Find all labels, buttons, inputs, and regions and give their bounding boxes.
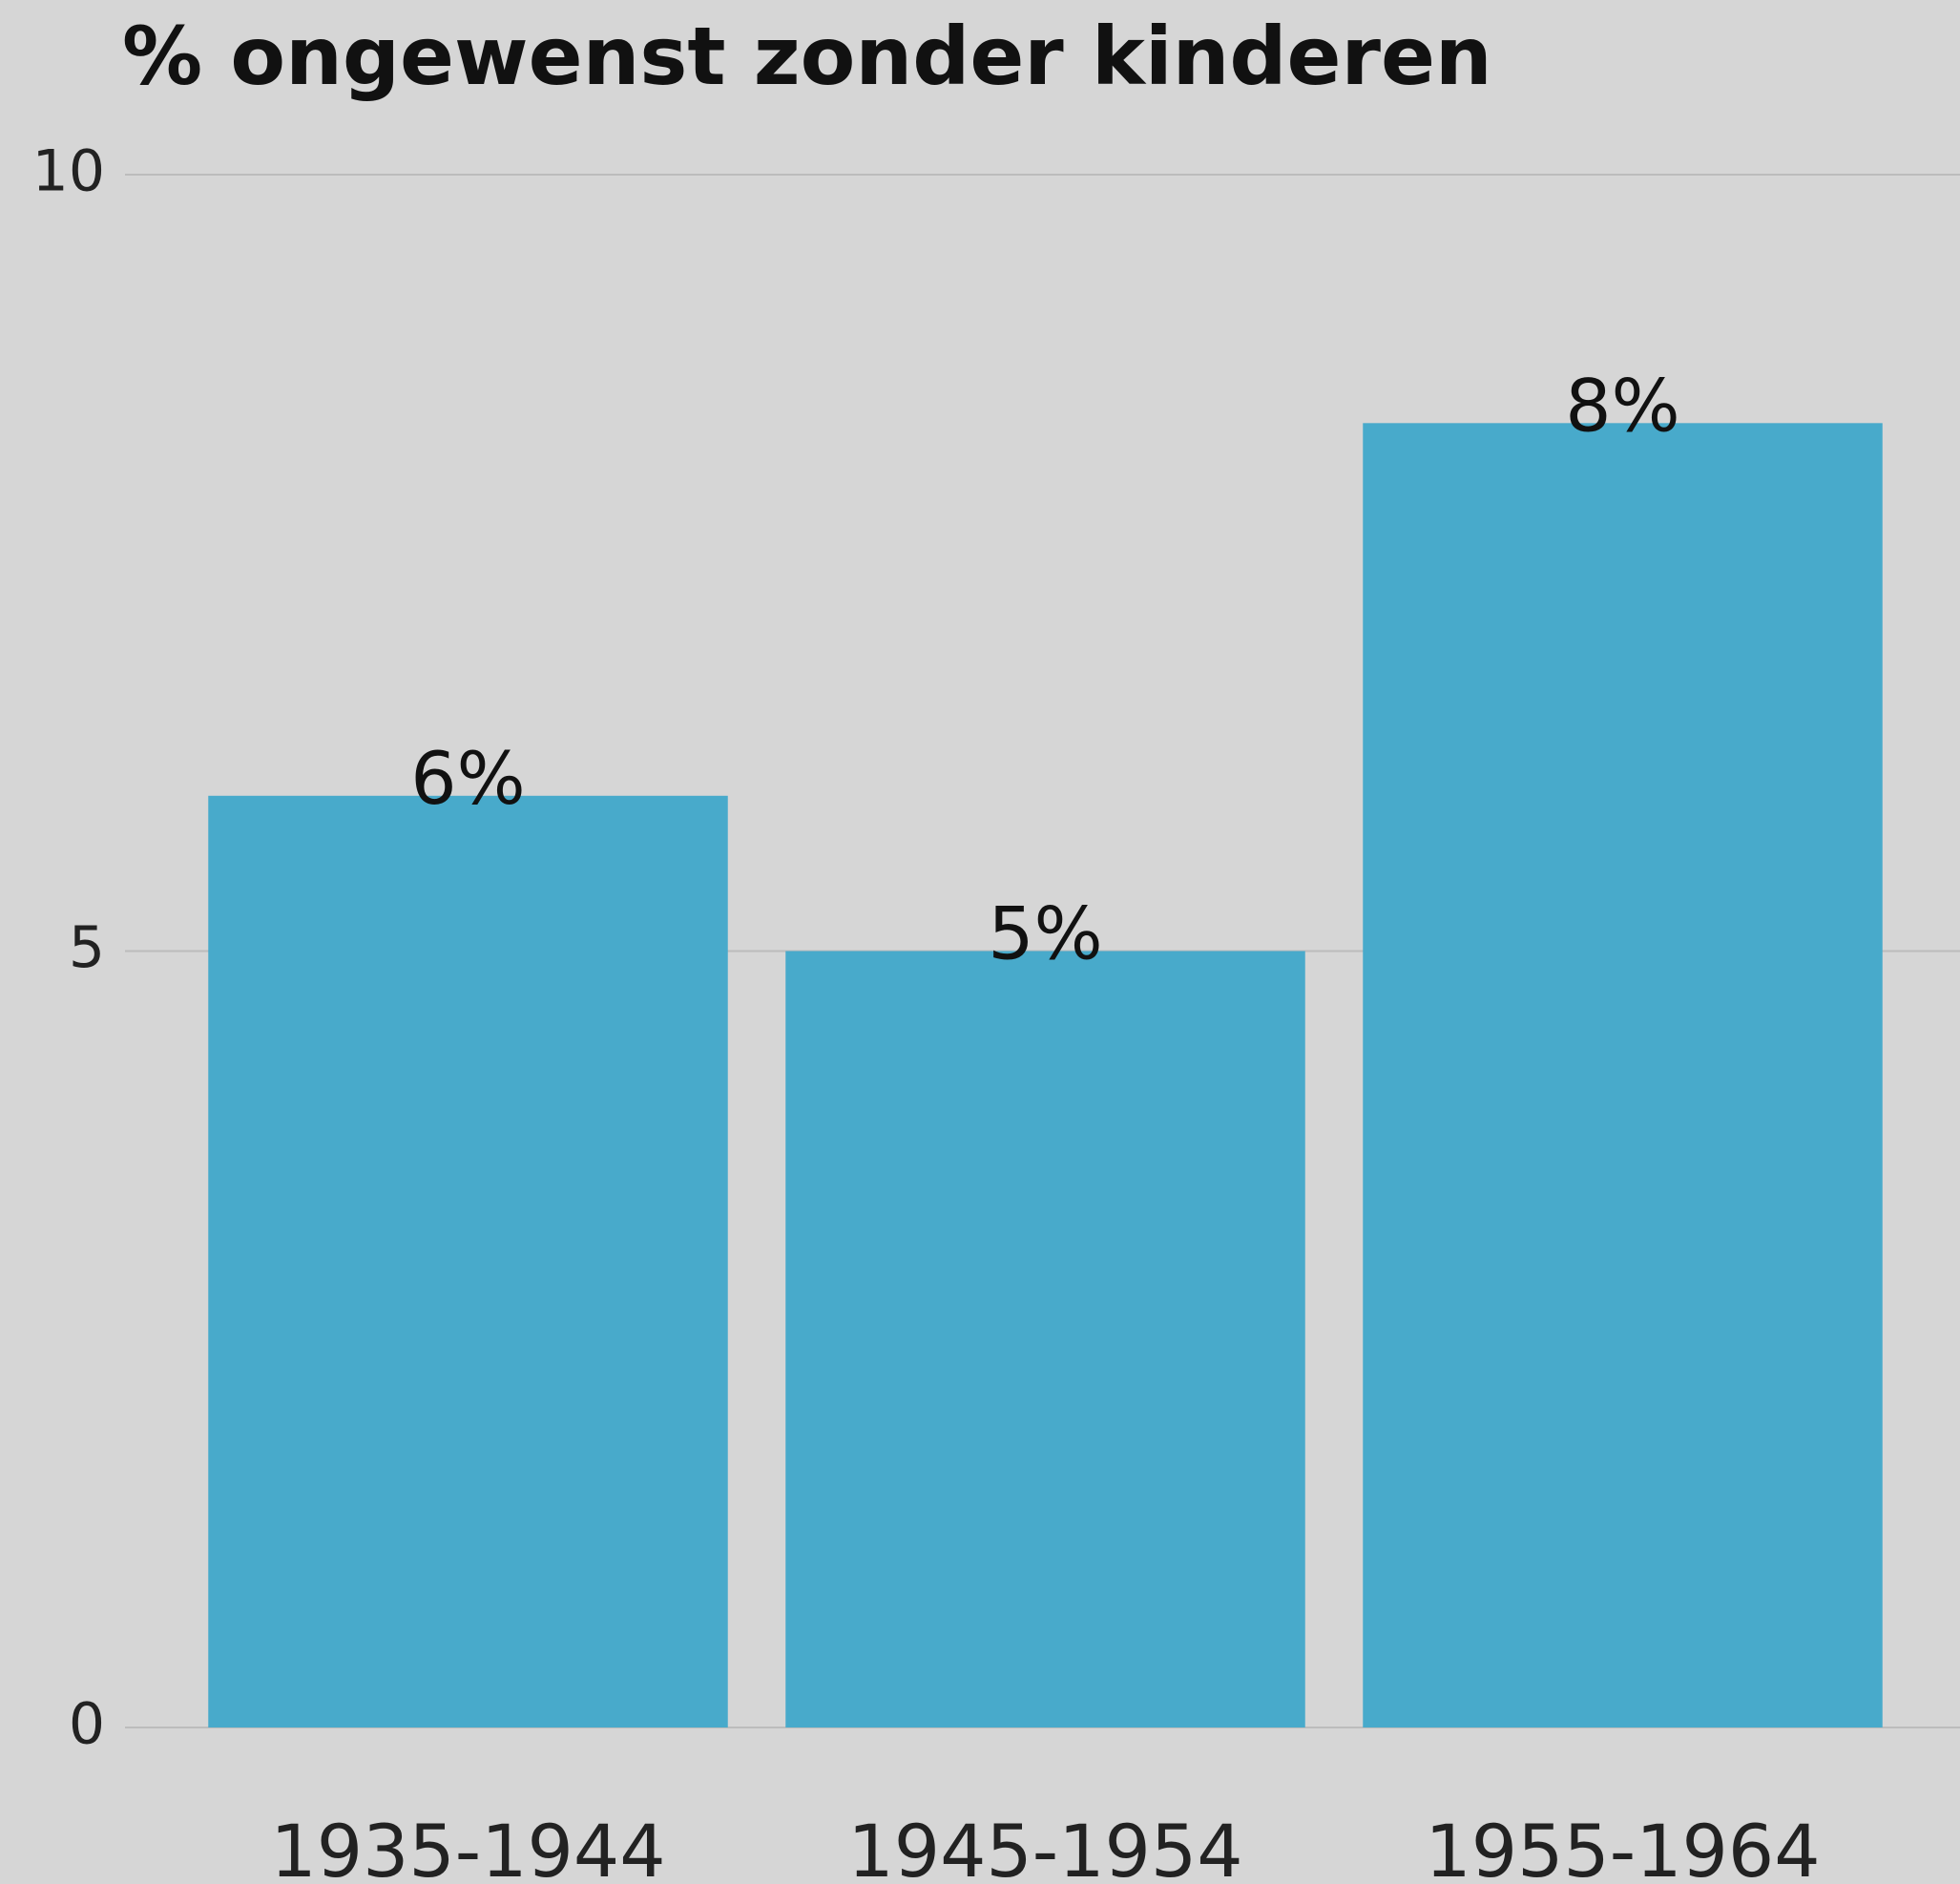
y-tick-label: 10: [32, 138, 105, 205]
y-tick-label: 0: [69, 1691, 105, 1758]
value-label: 5%: [988, 891, 1103, 976]
bar: [208, 795, 728, 1727]
y-tick-label: 5: [69, 914, 105, 981]
value-label: 8%: [1565, 363, 1680, 448]
bar: [785, 951, 1305, 1727]
bar: [1363, 423, 1883, 1727]
value-label: 6%: [410, 736, 526, 821]
x-tick-label: 1955-1964: [1425, 1809, 1820, 1884]
chart-title: % ongewenst zonder kinderen: [122, 10, 1492, 103]
x-tick-label: 1945-1954: [847, 1809, 1242, 1884]
x-tick-label: 1935-1944: [270, 1809, 665, 1884]
